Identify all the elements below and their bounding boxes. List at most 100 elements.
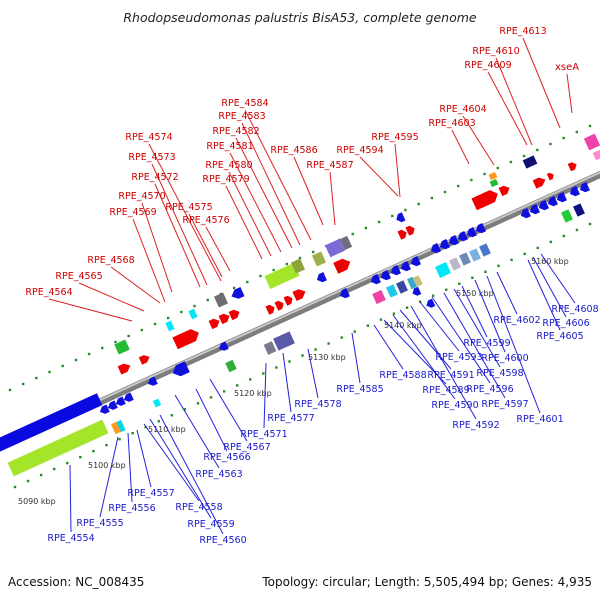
leader-line [487, 71, 528, 146]
gene-reverse-arrow [520, 208, 531, 219]
leader-line [282, 352, 292, 413]
gene-forward-arrow [218, 313, 230, 325]
leader-line [205, 226, 231, 272]
gene-green [561, 209, 573, 223]
tick-dot [445, 288, 448, 291]
gene-reverse-arrow [569, 186, 580, 197]
gene-forward-arrow [498, 185, 510, 197]
tick-dot [484, 270, 487, 274]
tick-dot [13, 485, 17, 489]
gene-green-small [225, 359, 237, 373]
tick-dot [575, 130, 579, 134]
gene-forward-arrow [397, 229, 407, 240]
tick-dot [222, 390, 226, 393]
gene-reverse-arrow [475, 223, 486, 234]
tick-dot [404, 208, 407, 212]
gene-label: RPE_4565 [55, 271, 102, 282]
tick-dot [417, 202, 420, 206]
gene-cyan [188, 308, 198, 320]
tick-dot [87, 352, 91, 356]
tick-label: 5120 kbp [234, 389, 272, 398]
leader-line [522, 37, 561, 129]
gene-cyan-bright [435, 262, 451, 278]
gene-reverse-arrow [410, 256, 421, 267]
tick-dot [74, 358, 78, 362]
tick-dot [140, 328, 144, 332]
gene-reverse-arrow [556, 192, 567, 203]
gene-cyan-tiny [152, 398, 162, 408]
tick-dot [166, 316, 170, 320]
tick-dot [364, 226, 368, 230]
leader-line [540, 253, 576, 304]
gene-magenta [372, 289, 386, 305]
leader-line [392, 314, 456, 400]
tick-dot [206, 298, 209, 302]
leader-line [228, 171, 272, 257]
gene-labels: RPE_4613 RPE_4610 RPE_4609 xseA RPE_4604 RPE_… [25, 26, 598, 546]
leader-line [151, 163, 208, 286]
leader-line [229, 152, 282, 253]
tick-dot [246, 280, 249, 284]
gene-label: RPE_4591 [427, 370, 474, 381]
tick-dot [298, 256, 302, 260]
gene-forward-arrow [172, 329, 199, 350]
tick-dot [509, 160, 513, 164]
tick-dot [353, 330, 356, 333]
gene-reverse-arrow [231, 286, 245, 299]
leader-line [293, 156, 324, 226]
gene-magenta [583, 133, 600, 151]
gene-label: RPE_4580 [205, 160, 252, 171]
gene-label: RPE_4578 [294, 399, 341, 410]
tick-label: 5150 kbp [456, 289, 494, 298]
gene-label: RPE_4599 [463, 338, 510, 349]
leader-line [127, 432, 133, 503]
tick-dot [430, 196, 434, 200]
gene-label: RPE_4570 [118, 191, 165, 202]
gene-reverse-arrow [400, 261, 411, 272]
gene-label: RPE_4564 [25, 287, 72, 298]
tick-dot [249, 378, 252, 381]
tick-dot [153, 322, 157, 326]
gene-navy [396, 280, 408, 294]
leader-line [48, 298, 133, 322]
leader-line [443, 292, 506, 399]
leader-line [78, 282, 145, 312]
gene-forward-arrow [292, 289, 306, 302]
leader-line [195, 388, 228, 452]
gene-label: RPE_4590 [431, 400, 478, 411]
leader-line [495, 57, 533, 146]
gene-green [489, 178, 499, 188]
leader-line [188, 213, 223, 278]
leader-line [383, 319, 447, 385]
gene-forward-arrow [274, 300, 284, 311]
gene-label: RPE_4608 [551, 304, 598, 315]
label-leader-lines [48, 37, 576, 535]
gene-skyblue [469, 248, 481, 262]
tick-dot [456, 184, 460, 188]
gene-label: RPE_4589 [422, 385, 469, 396]
gene-reverse-arrow [448, 235, 459, 246]
gene-label: RPE_4567 [223, 442, 270, 453]
gene-gray [263, 341, 277, 355]
gene-reverse-arrow [466, 227, 477, 238]
leader-line [149, 418, 212, 519]
leader-line [474, 279, 506, 353]
gene-label: RPE_4605 [536, 331, 583, 342]
gene-label: RPE_4569 [109, 207, 156, 218]
gene-label: RPE_4596 [466, 384, 513, 395]
tick-label: 5100 kbp [88, 461, 126, 470]
leader-line [69, 464, 72, 533]
tick-dot [21, 382, 25, 386]
gene-reverse-arrow [123, 392, 134, 402]
gene-label: RPE_4555 [76, 518, 123, 529]
tick-dot [431, 294, 435, 297]
tick-dot [314, 348, 317, 351]
gene-reverse-arrow [380, 270, 391, 281]
gene-olive-light [311, 251, 327, 267]
leader-line [141, 202, 173, 293]
gene-steel [459, 252, 471, 266]
tick-dot [285, 262, 289, 266]
leader-line [225, 185, 263, 260]
gene-reverse-arrow [529, 204, 540, 215]
